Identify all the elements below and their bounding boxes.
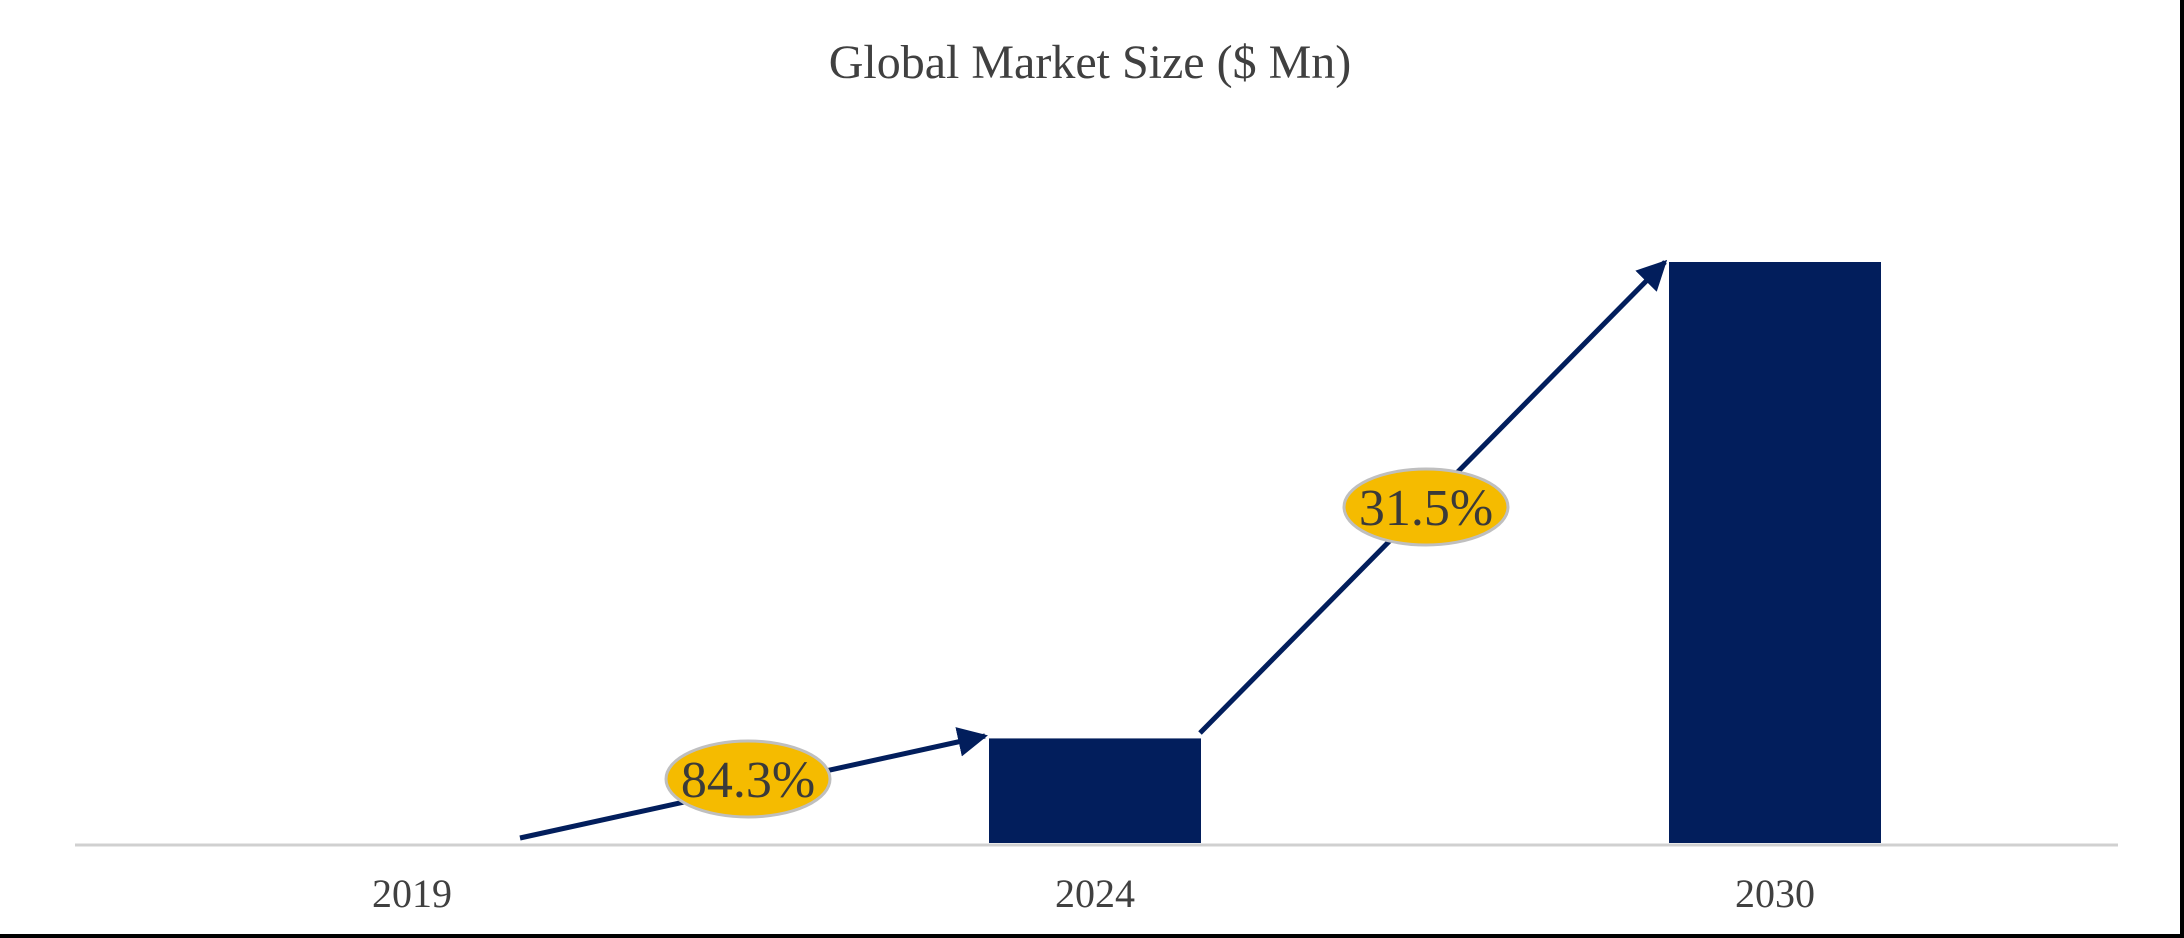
bar-2030 <box>1669 262 1881 843</box>
x-tick-label-2030: 2030 <box>1735 871 1815 916</box>
cagr-badge-1 <box>664 739 832 819</box>
bar-2019 <box>306 837 518 843</box>
cagr-label-1: 84.3% <box>681 752 815 809</box>
x-tick-label-2019: 2019 <box>372 871 452 916</box>
x-tick-label-2024: 2024 <box>1055 871 1135 916</box>
plot-area: 2019 2024 2030 84.3% 31.5% <box>75 259 2118 916</box>
bar-2024 <box>989 738 1201 843</box>
cagr-label-2: 31.5% <box>1359 480 1493 537</box>
chart-title: Global Market Size ($ Mn) <box>829 36 1352 89</box>
cagr-badge-2 <box>1342 467 1510 547</box>
